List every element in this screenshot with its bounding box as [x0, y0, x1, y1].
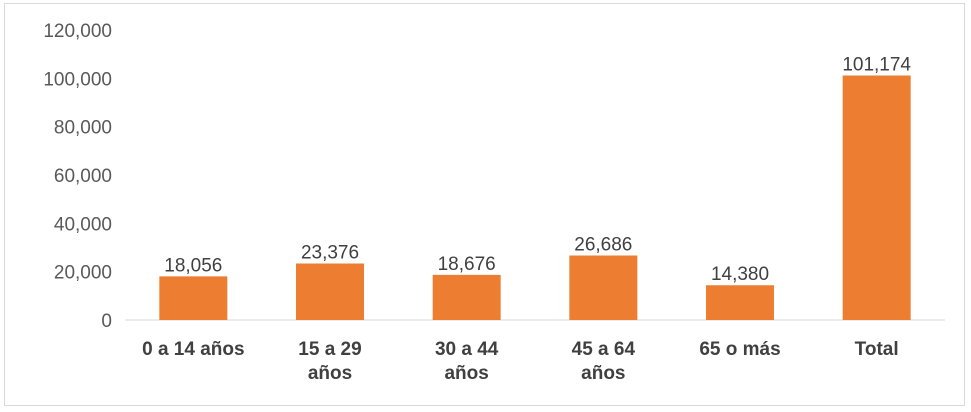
bars [159, 75, 911, 320]
bar [842, 75, 911, 320]
data-label: 14,380 [711, 264, 769, 285]
x-tick-label: Total [855, 339, 899, 360]
data-labels: 18,056 23,376 18,676 26,686 14,380 101,174 [164, 54, 911, 285]
y-tick-label: 20,000 [54, 263, 112, 284]
y-tick-label: 40,000 [54, 214, 112, 235]
bar [432, 274, 501, 320]
data-label: 18,056 [164, 255, 222, 276]
y-tick-label: 0 [101, 311, 112, 332]
x-axis: 0 a 14 años 15 a 29 años 30 a 44 años 45 a 64… [142, 339, 899, 384]
y-tick-label: 120,000 [43, 21, 112, 42]
x-tick-label: 45 a 64 años [572, 339, 636, 384]
data-label: 18,676 [438, 254, 496, 275]
y-tick-label: 100,000 [43, 69, 112, 90]
y-axis: 0 20,000 40,000 60,000 80,000 100,000 120,000 [43, 21, 112, 332]
bar [706, 285, 774, 320]
x-tick-label: 15 a 29 años [298, 339, 361, 384]
data-label: 26,686 [574, 235, 632, 256]
data-label: 23,376 [301, 243, 359, 264]
chart-frame [4, 3, 965, 406]
x-tick-label: 0 a 14 años [142, 339, 244, 360]
bar [569, 255, 638, 320]
data-label: 101,174 [842, 54, 911, 75]
bar [159, 276, 228, 320]
x-tick-label: 65 o más [699, 339, 780, 360]
bar [296, 263, 364, 320]
y-tick-label: 60,000 [54, 166, 112, 187]
y-tick-label: 80,000 [54, 118, 112, 139]
x-tick-label: 30 a 44 años [435, 339, 499, 384]
